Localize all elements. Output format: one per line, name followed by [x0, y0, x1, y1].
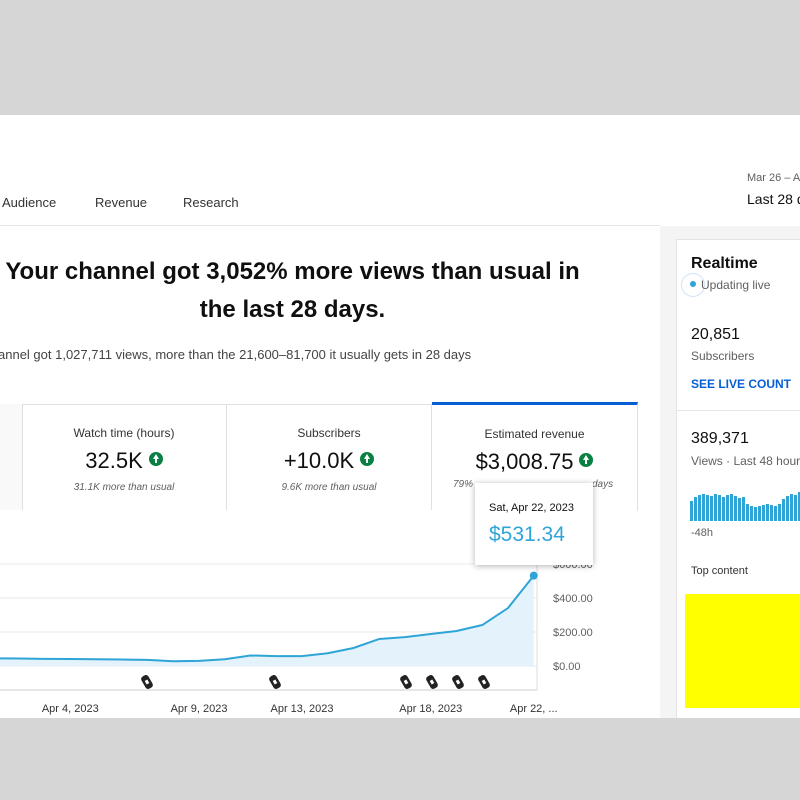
realtime-bar	[770, 505, 773, 521]
tooltip: Sat, Apr 22, 2023 $531.34	[475, 483, 593, 565]
shorts-icon-cut	[144, 679, 150, 685]
area	[0, 575, 534, 666]
realtime-bar	[750, 506, 753, 521]
live-ring	[681, 273, 705, 297]
metric-card[interactable]: Subscribers +10.0K 9.6K more than usual	[227, 404, 432, 510]
realtime-bar	[726, 495, 729, 521]
realtime-bar	[714, 494, 717, 521]
realtime-bar	[698, 495, 701, 521]
views-count: 389,371	[691, 430, 749, 447]
realtime-bar	[790, 494, 793, 521]
analytics-screen: Audience Revenue Research Mar 26 – A Las…	[0, 115, 800, 718]
realtime-bar	[782, 499, 785, 521]
shorts-icon-cut	[455, 679, 461, 685]
views-label: Views · Last 48 hour	[691, 454, 800, 468]
realtime-bar	[754, 507, 757, 521]
x-tick-label: Apr 4, 2023	[42, 703, 99, 715]
realtime-bar	[706, 495, 709, 521]
bars-start-label: -48h	[691, 527, 714, 539]
top-content-thumbnail[interactable]	[685, 594, 800, 708]
realtime-title: Realtime	[691, 255, 758, 272]
top-content-label: Top content	[691, 565, 748, 577]
y-tick-label: $200.00	[553, 627, 593, 639]
subscriber-count: 20,851	[691, 326, 740, 343]
divider	[677, 410, 800, 411]
realtime-bar	[778, 504, 781, 521]
realtime-bar	[794, 495, 797, 521]
shorts-icon	[478, 675, 490, 689]
tooltip-value: $531.34	[489, 523, 565, 546]
metric-label: Watch time (hours)	[73, 426, 175, 440]
metric-value: 32.5K	[85, 448, 143, 473]
tab[interactable]: Revenue	[95, 195, 148, 210]
realtime-bar	[762, 505, 765, 521]
realtime-bar	[786, 496, 789, 521]
metric-note: 31.1K more than usual	[73, 482, 175, 493]
x-tick-label: Apr 13, 2023	[271, 703, 334, 715]
realtime-bars	[690, 492, 800, 521]
realtime-bar	[718, 495, 721, 521]
up-icon	[360, 452, 375, 466]
metric-value: +10.0K	[283, 448, 355, 473]
realtime-bar	[742, 497, 745, 521]
metric-note: 79%	[453, 479, 474, 490]
realtime-bar	[690, 501, 693, 521]
realtime-bar	[710, 496, 713, 521]
x-tick-label: Apr 9, 2023	[171, 703, 228, 715]
live-count-link[interactable]: SEE LIVE COUNT	[691, 377, 792, 391]
x-tick-label: Apr 18, 2023	[399, 703, 462, 715]
shorts-icon-cut	[272, 679, 278, 685]
live-dot	[690, 281, 696, 287]
shorts-icon-cut	[403, 679, 409, 685]
shorts-icon	[269, 675, 281, 689]
y-tick-label: $400.00	[553, 593, 593, 605]
realtime-bar	[766, 504, 769, 521]
metric-note: 9.6K more than usual	[281, 482, 377, 493]
headline-subtitle: annel got 1,027,711 views, more than the…	[0, 347, 472, 362]
line	[0, 575, 535, 663]
shorts-icon-cut	[481, 679, 487, 685]
shorts-icon	[452, 675, 464, 689]
metric-card[interactable]: Watch time (hours) 32.5K 31.1K more than…	[22, 404, 227, 510]
subscriber-label: Subscribers	[691, 349, 755, 363]
metric-card[interactable]: Estimated revenue $3,008.75	[432, 402, 638, 511]
metric-card[interactable]	[0, 404, 23, 510]
shorts-icon	[426, 675, 438, 689]
y-tick-label: $0.00	[553, 661, 581, 673]
realtime-bar	[702, 494, 705, 521]
tab[interactable]: Research	[183, 195, 239, 210]
realtime-bar	[758, 506, 761, 521]
live-status: Updating live	[701, 278, 771, 292]
x-tick-label: Apr 22, ...	[510, 703, 558, 715]
realtime-bar	[774, 506, 777, 521]
metric-label: Estimated revenue	[484, 427, 585, 441]
metric-label: Subscribers	[297, 426, 361, 440]
date-range[interactable]: Mar 26 – A	[747, 172, 800, 184]
up-icon	[579, 453, 594, 467]
tab[interactable]: Audience	[2, 195, 57, 210]
realtime-bar	[798, 492, 800, 521]
up-icon	[148, 452, 163, 466]
realtime-bar	[730, 494, 733, 521]
realtime-bar	[738, 498, 741, 521]
divider	[0, 225, 660, 226]
realtime-bar	[746, 504, 749, 521]
shorts-icon	[400, 675, 412, 689]
metric-note: days	[592, 479, 614, 490]
metric-value: $3,008.75	[475, 449, 574, 474]
shorts-icon	[141, 675, 153, 689]
realtime-bar	[694, 497, 697, 521]
realtime-bar	[734, 496, 737, 521]
tooltip-date: Sat, Apr 22, 2023	[489, 502, 575, 514]
period[interactable]: Last 28 d	[747, 191, 800, 207]
point	[529, 571, 538, 580]
realtime-bar	[722, 497, 725, 521]
shorts-icon-cut	[429, 679, 435, 685]
headline: Your channel got 3,052% more views than …	[5, 258, 580, 323]
